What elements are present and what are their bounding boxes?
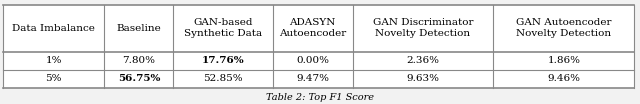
Text: 9.46%: 9.46% (547, 74, 580, 83)
Text: 56.75%: 56.75% (118, 74, 160, 83)
Bar (3, 5, 634, 52)
Text: Table 2: Top F1 Score: Table 2: Top F1 Score (266, 93, 374, 102)
Text: GAN Discriminator
Novelty Detection: GAN Discriminator Novelty Detection (372, 18, 474, 38)
Text: 9.63%: 9.63% (406, 74, 440, 83)
Text: GAN Autoencoder
Novelty Detection: GAN Autoencoder Novelty Detection (516, 18, 612, 38)
Text: 52.85%: 52.85% (204, 74, 243, 83)
Text: 1%: 1% (45, 56, 62, 65)
Text: Baseline: Baseline (116, 24, 161, 33)
Text: GAN-based
Synthetic Data: GAN-based Synthetic Data (184, 18, 262, 38)
Text: Data Imbalance: Data Imbalance (12, 24, 95, 33)
Text: 7.80%: 7.80% (122, 56, 156, 65)
Text: 1.86%: 1.86% (547, 56, 580, 65)
Text: 9.47%: 9.47% (296, 74, 329, 83)
Text: 2.36%: 2.36% (406, 56, 440, 65)
Text: 0.00%: 0.00% (296, 56, 329, 65)
Text: 17.76%: 17.76% (202, 56, 244, 65)
Bar (3, 52, 634, 88)
Text: 5%: 5% (45, 74, 62, 83)
Text: ADASYN
Autoencoder: ADASYN Autoencoder (279, 18, 346, 38)
